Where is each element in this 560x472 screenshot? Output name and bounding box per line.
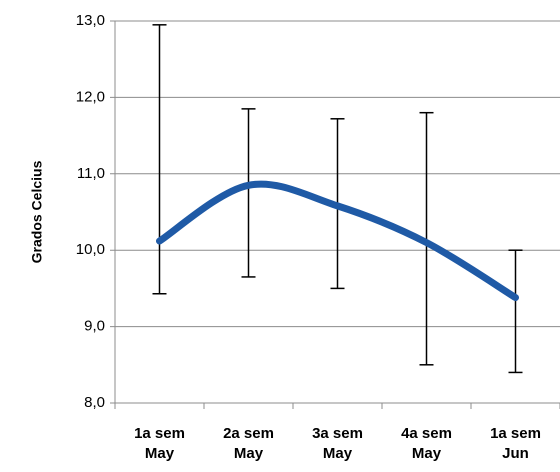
x-tick-label: 4a sem May	[401, 425, 452, 462]
y-tick-label: 8,0	[84, 394, 105, 411]
line	[156, 180, 519, 302]
y-tick-label: 12,0	[76, 88, 105, 105]
y-tick-label: 11,0	[77, 165, 105, 182]
y-tick-label: 9,0	[84, 318, 105, 335]
x-tick-label: 2a sem May	[223, 425, 274, 462]
y-tick-label: 13,0	[76, 12, 105, 29]
x-tick-label: 1a sem May	[134, 425, 185, 462]
x-tick-label: 1a sem Jun	[490, 425, 541, 462]
y-tick-label: 10,0	[76, 241, 105, 258]
y-axis-label: Grados Celcius	[29, 160, 45, 263]
x-tick-label: 3a sem May	[312, 425, 363, 462]
